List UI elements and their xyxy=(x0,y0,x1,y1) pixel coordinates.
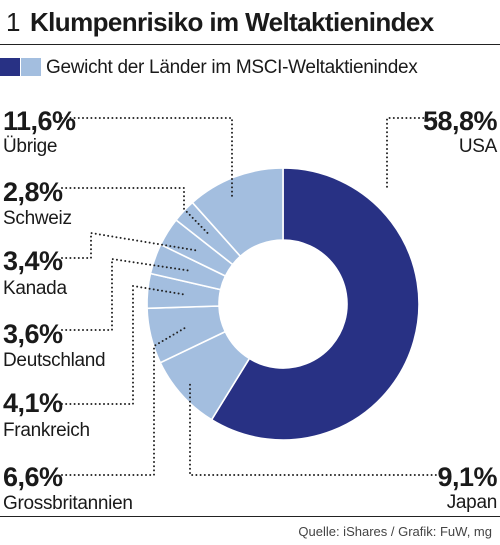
leader-japan xyxy=(189,382,441,476)
value-label-grossbritannien: 6,6% xyxy=(3,462,63,492)
source-note: Quelle: iShares / Grafik: FuW, mg xyxy=(298,524,492,539)
chart-header: 1 Klumpenrisiko im Weltaktienindex xyxy=(0,0,500,42)
legend-swatch-secondary xyxy=(21,58,41,76)
country-label-frankreich: Frankreich xyxy=(3,420,90,441)
slice-uebrige xyxy=(191,167,284,258)
value-label-schweiz: 2,8% xyxy=(3,177,63,207)
leader-deutschland xyxy=(61,257,190,331)
country-label-schweiz: Schweiz xyxy=(3,208,72,229)
leader-grossbritannien xyxy=(61,326,187,476)
value-label-deutschland: 3,6% xyxy=(3,319,63,349)
chart-title: Klumpenrisiko im Weltaktienindex xyxy=(30,7,434,37)
leader-frankreich xyxy=(61,284,184,405)
country-label-kanada: Kanada xyxy=(3,278,67,299)
value-label-kanada: 3,4% xyxy=(3,246,63,276)
country-label-japan: Japan xyxy=(447,492,497,513)
value-label-usa: 58,8% xyxy=(423,106,498,136)
country-label-uebrige: Übrige xyxy=(3,136,57,157)
country-label-grossbritannien: Grossbritannien xyxy=(3,493,133,514)
leader-usa xyxy=(386,117,441,191)
figure-number: 1 xyxy=(6,7,21,37)
country-label-deutschland: Deutschland xyxy=(3,350,105,371)
legend-swatch-primary xyxy=(0,58,20,76)
slice-usa xyxy=(210,167,420,441)
footer-rule xyxy=(0,516,500,517)
value-label-frankreich: 4,1% xyxy=(3,388,63,418)
legend-label: Gewicht der Länder im MSCI-Weltaktienind… xyxy=(46,57,418,78)
leader-uebrige xyxy=(61,117,233,199)
value-label-japan: 9,1% xyxy=(437,462,497,492)
leader-kanada xyxy=(61,231,199,259)
country-label-usa: USA xyxy=(459,136,498,157)
header-rule xyxy=(0,44,500,45)
value-label-uebrige: 11,6% xyxy=(3,106,76,136)
